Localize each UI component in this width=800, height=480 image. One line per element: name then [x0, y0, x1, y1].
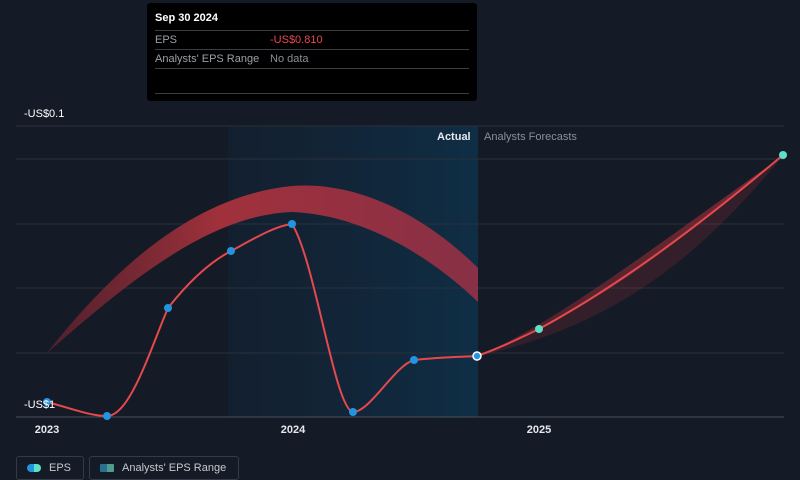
eps-point[interactable]	[164, 304, 172, 312]
tooltip-eps-value: -US$0.810	[270, 34, 323, 46]
eps-point[interactable]	[227, 247, 235, 255]
x-axis-label-2023: 2023	[34, 424, 60, 436]
analysts-range-band-past	[47, 185, 478, 353]
eps-toggle-icon	[27, 464, 41, 472]
tooltip-divider	[155, 93, 469, 94]
eps-point[interactable]	[103, 412, 111, 420]
eps-forecast-point[interactable]	[535, 325, 543, 333]
actual-region	[228, 126, 478, 417]
actual-region-label: Actual	[437, 131, 471, 143]
legend-range-label: Analysts' EPS Range	[122, 462, 227, 474]
tooltip-row-eps: EPS -US$0.810	[155, 31, 469, 50]
x-axis-label-2025: 2025	[526, 424, 552, 436]
forecast-region-label: Analysts Forecasts	[484, 131, 577, 143]
tooltip-row-range: Analysts' EPS Range No data	[155, 50, 469, 69]
chart-legend: EPS Analysts' EPS Range	[16, 456, 240, 480]
eps-point[interactable]	[349, 408, 357, 416]
eps-line-forecast	[476, 154, 784, 357]
x-axis-label-2024: 2024	[280, 424, 306, 436]
eps-points-forecast	[535, 151, 787, 333]
y-axis-label-bottom: -US$1	[24, 399, 56, 411]
eps-point-selected[interactable]	[472, 351, 482, 361]
tooltip-range-label: Analysts' EPS Range	[155, 53, 260, 65]
eps-point[interactable]	[410, 356, 418, 364]
eps-line-actual	[46, 222, 478, 418]
eps-forecast-point[interactable]	[779, 151, 787, 159]
eps-points-actual	[43, 220, 418, 420]
eps-point[interactable]	[288, 220, 296, 228]
legend-item-analysts-range[interactable]: Analysts' EPS Range	[89, 456, 240, 480]
analysts-range-band-forecast	[478, 155, 784, 356]
range-swatch-icon	[100, 464, 115, 472]
eps-point[interactable]	[43, 398, 51, 406]
tooltip-range-value: No data	[270, 53, 309, 65]
legend-item-eps[interactable]: EPS	[16, 456, 85, 480]
legend-eps-label: EPS	[49, 462, 72, 474]
chart-tooltip: Sep 30 2024 EPS -US$0.810 Analysts' EPS …	[147, 3, 477, 101]
y-axis-label-top: -US$0.1	[24, 108, 65, 120]
tooltip-eps-label: EPS	[155, 34, 178, 46]
tooltip-date: Sep 30 2024	[155, 11, 469, 31]
